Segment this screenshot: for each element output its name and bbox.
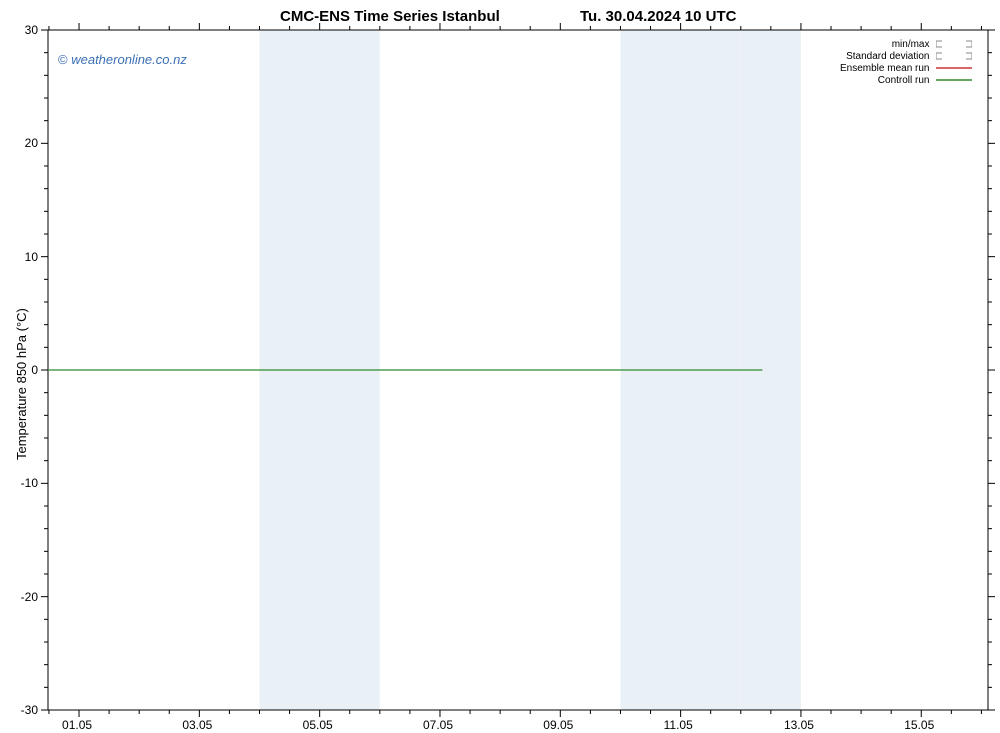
chart-svg xyxy=(0,0,1000,733)
chart-container: CMC-ENS Time Series Istanbul Tu. 30.04.2… xyxy=(0,0,1000,733)
legend-item: Ensemble mean run xyxy=(840,62,972,74)
y-axis-label: Temperature 850 hPa (°C) xyxy=(14,308,29,460)
chart-title-left: CMC-ENS Time Series Istanbul xyxy=(280,8,500,25)
x-tick-label: 01.05 xyxy=(62,718,92,732)
watermark-text: © weatheronline.co.nz xyxy=(58,52,187,67)
watermark-label: weatheronline.co.nz xyxy=(71,52,187,67)
chart-title-right: Tu. 30.04.2024 10 UTC xyxy=(580,8,736,25)
legend-item: Standard deviation xyxy=(840,50,972,62)
legend-label: Ensemble mean run xyxy=(840,63,930,74)
x-tick-label: 11.05 xyxy=(664,718,693,732)
legend-label: Controll run xyxy=(878,75,930,86)
legend-swatch xyxy=(936,75,972,85)
y-tick-label: 30 xyxy=(25,23,38,37)
y-tick-label: -20 xyxy=(21,590,38,604)
y-tick-label: 10 xyxy=(25,250,38,264)
legend-box: min/maxStandard deviationEnsemble mean r… xyxy=(840,38,972,86)
y-tick-label: -10 xyxy=(21,476,38,490)
legend-swatch xyxy=(936,39,972,49)
legend-swatch xyxy=(936,51,972,61)
y-tick-label: 0 xyxy=(31,363,38,377)
y-tick-label: 20 xyxy=(25,136,38,150)
x-tick-label: 15.05 xyxy=(904,718,934,732)
legend-label: min/max xyxy=(892,39,930,50)
legend-item: Controll run xyxy=(840,74,972,86)
x-tick-label: 13.05 xyxy=(784,718,814,732)
legend-swatch xyxy=(936,63,972,73)
x-tick-label: 03.05 xyxy=(182,718,212,732)
legend-label: Standard deviation xyxy=(846,51,929,62)
x-tick-label: 09.05 xyxy=(543,718,573,732)
legend-item: min/max xyxy=(840,38,972,50)
x-tick-label: 05.05 xyxy=(303,718,333,732)
x-tick-label: 07.05 xyxy=(423,718,453,732)
y-tick-label: -30 xyxy=(21,703,38,717)
